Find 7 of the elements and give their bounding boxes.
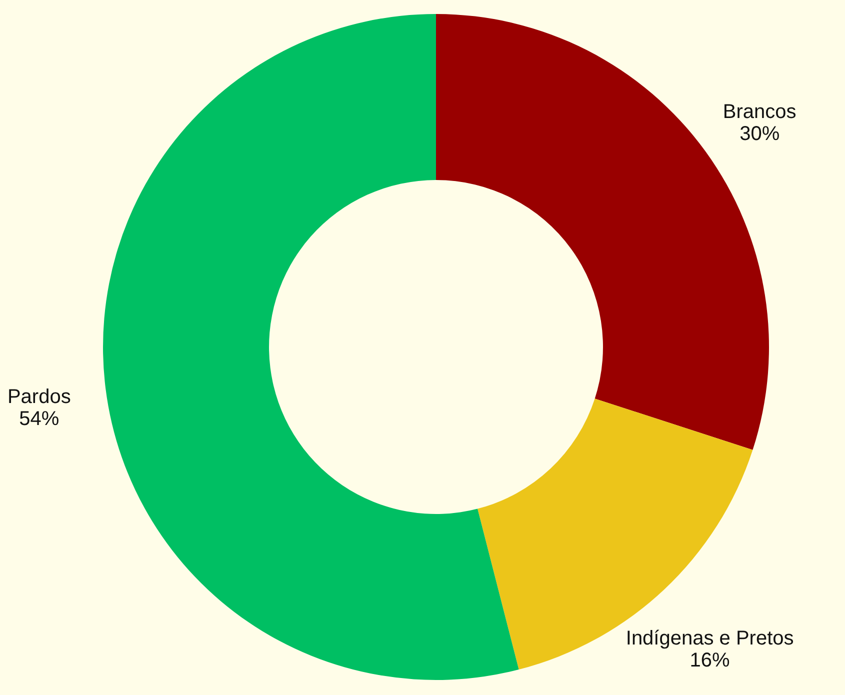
donut-slice <box>104 14 519 680</box>
slice-label: Brancos <box>722 100 796 123</box>
slice-label: Pardos <box>7 386 71 408</box>
slice-label: Indígenas e Pretos <box>626 628 794 650</box>
data-label: 30% <box>740 122 780 145</box>
data-label: 54% <box>19 408 60 430</box>
data-label: 16% <box>690 650 730 672</box>
